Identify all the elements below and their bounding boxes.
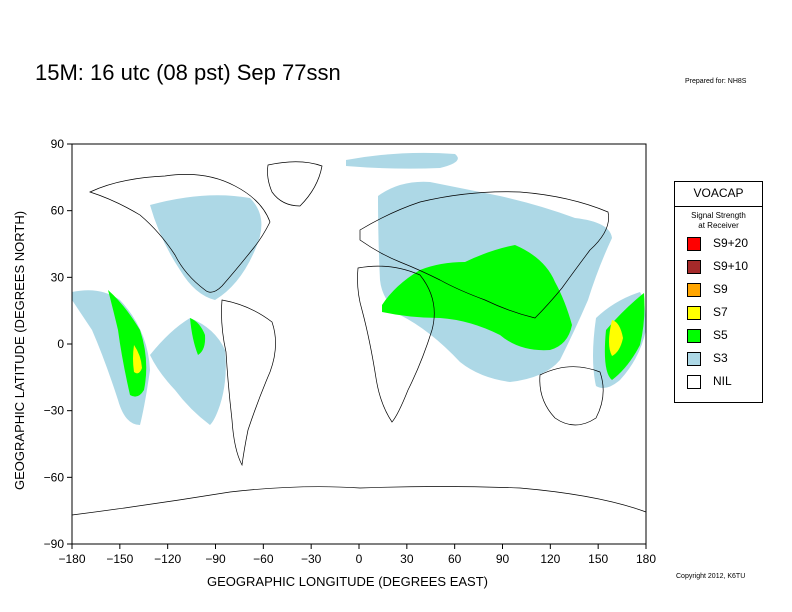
legend-swatch <box>687 260 701 274</box>
legend-swatch <box>687 283 701 297</box>
legend-subtitle: Signal Strength at Receiver <box>675 211 762 233</box>
legend-item-s9-20: S9+20 <box>675 233 762 256</box>
y-axis-label: GEOGRAPHIC LATITUDE (DEGREES NORTH) <box>12 210 27 490</box>
y-tick-label: 90 <box>51 137 65 151</box>
legend-item-nil: NIL <box>675 371 762 394</box>
legend-label: S9 <box>713 282 728 296</box>
signal-legend: VOACAP Signal Strength at Receiver S9+20… <box>674 181 763 403</box>
coverage-s7-zones <box>133 320 623 374</box>
y-axis-ticks: 90 60 30 0 −30 −60 −90 <box>44 137 72 551</box>
landmass-greenland <box>267 161 323 207</box>
y-tick-label: 30 <box>51 270 65 284</box>
x-tick-label: 120 <box>540 552 560 566</box>
legend-label: S7 <box>713 305 728 319</box>
prepared-for-note: Prepared for: NH8S <box>685 78 747 85</box>
s3-zone-north-america <box>150 195 262 300</box>
x-axis-label: GEOGRAPHIC LONGITUDE (DEGREES EAST) <box>207 574 488 589</box>
y-tick-label: −90 <box>44 537 65 551</box>
legend-item-s5: S5 <box>675 325 762 348</box>
legend-swatch <box>687 329 701 343</box>
x-axis-ticks: −180 −150 −120 −90 −60 −30 0 30 60 90 120 150 180 <box>58 544 656 566</box>
copyright-note: Copyright 2012, K6TU <box>676 573 746 580</box>
y-tick-label: 60 <box>51 204 65 218</box>
legend-item-s9: S9 <box>675 279 762 302</box>
x-tick-label: −30 <box>301 552 322 566</box>
s7-zone-west-pacific <box>133 345 142 374</box>
x-tick-label: 30 <box>400 552 414 566</box>
s5-zone-southwest-pacific <box>604 293 645 380</box>
y-tick-label: 0 <box>57 337 64 351</box>
x-tick-label: −60 <box>253 552 274 566</box>
s5-zone-east-pacific <box>190 318 206 355</box>
legend-label: S5 <box>713 328 728 342</box>
s3-zone-arctic <box>346 152 458 169</box>
x-tick-label: 180 <box>636 552 656 566</box>
x-tick-label: 60 <box>448 552 462 566</box>
legend-label: S3 <box>713 351 728 365</box>
landmass-north-america <box>89 174 271 293</box>
x-tick-label: 90 <box>496 552 510 566</box>
s3-zone-east-pacific <box>150 318 226 425</box>
legend-swatch <box>687 375 701 389</box>
s7-zone-southwest-pacific <box>609 320 623 356</box>
landmass-africa <box>357 265 435 423</box>
landmass-antarctica <box>71 486 647 516</box>
y-tick-label: −30 <box>44 404 65 418</box>
x-tick-label: −120 <box>154 552 181 566</box>
legend-item-s3: S3 <box>675 348 762 371</box>
chart-title: 15M: 16 utc (08 pst) Sep 77ssn <box>35 60 341 85</box>
legend-subtitle-line2: at Receiver <box>698 221 739 230</box>
x-tick-label: 0 <box>356 552 363 566</box>
landmass-south-america <box>221 299 276 467</box>
legend-subtitle-line1: Signal Strength <box>691 211 746 220</box>
s5-zone-asia <box>382 245 572 351</box>
x-tick-label: 150 <box>588 552 608 566</box>
landmass-australia <box>539 366 604 426</box>
landmass-outlines <box>71 161 647 516</box>
legend-label: S9+20 <box>713 236 749 250</box>
legend-swatch <box>687 306 701 320</box>
legend-item-s7: S7 <box>675 302 762 325</box>
x-tick-label: −150 <box>106 552 133 566</box>
coverage-s3-zones <box>72 152 646 425</box>
legend-item-s9-10: S9+10 <box>675 256 762 279</box>
legend-swatch <box>687 352 701 366</box>
y-tick-label: −60 <box>44 470 65 484</box>
x-tick-label: −180 <box>58 552 85 566</box>
legend-label: S9+10 <box>713 259 749 273</box>
x-tick-label: −90 <box>205 552 226 566</box>
legend-swatch <box>687 237 701 251</box>
legend-label: NIL <box>713 374 732 388</box>
legend-title: VOACAP <box>675 182 762 207</box>
landmass-europe-asia <box>359 191 609 319</box>
